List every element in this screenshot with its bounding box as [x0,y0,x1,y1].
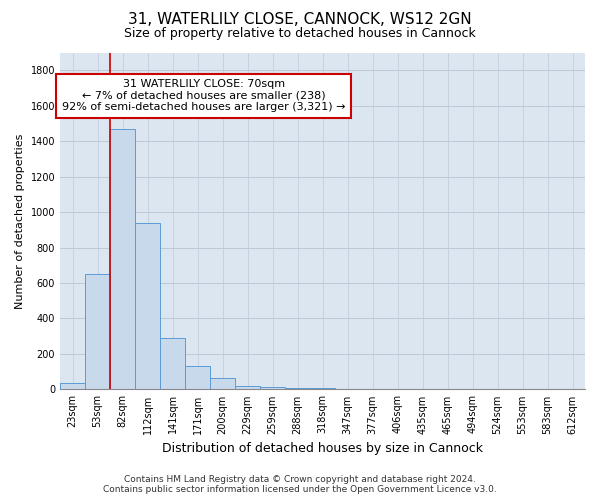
Bar [335,388,360,390]
Bar [160,338,185,390]
Bar [260,388,285,390]
Text: 31 WATERLILY CLOSE: 70sqm
← 7% of detached houses are smaller (238)
92% of semi-: 31 WATERLILY CLOSE: 70sqm ← 7% of detach… [62,79,346,112]
X-axis label: Distribution of detached houses by size in Cannock: Distribution of detached houses by size … [162,442,483,455]
Bar [235,386,260,390]
Text: 31, WATERLILY CLOSE, CANNOCK, WS12 2GN: 31, WATERLILY CLOSE, CANNOCK, WS12 2GN [128,12,472,28]
Text: Size of property relative to detached houses in Cannock: Size of property relative to detached ho… [124,28,476,40]
Bar [310,388,335,390]
Bar [210,378,235,390]
Bar [135,222,160,390]
Bar [110,129,135,390]
Bar [185,366,210,390]
Bar [85,274,110,390]
Bar [60,383,85,390]
Bar [285,388,310,390]
Text: Contains HM Land Registry data © Crown copyright and database right 2024.
Contai: Contains HM Land Registry data © Crown c… [103,474,497,494]
Bar [360,388,385,390]
Y-axis label: Number of detached properties: Number of detached properties [15,134,25,308]
